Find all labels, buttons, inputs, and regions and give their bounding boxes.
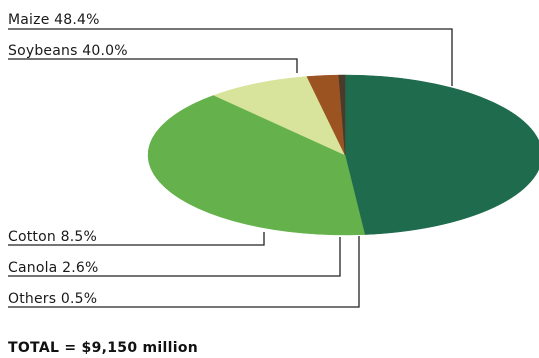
leader-line-others [8,236,360,308]
leader-line-maize [8,28,453,86]
pie-slice-maize [344,74,539,235]
pie-slice-others [338,74,346,156]
label-soybeans: Soybeans 40.0% [8,43,128,59]
pie-slice-cotton [213,76,346,156]
label-cotton: Cotton 8.5% [8,229,97,245]
leader-line-cotton [8,232,265,246]
pie-slice-soybeans [147,95,366,236]
total-label: TOTAL = $9,150 million [8,340,198,356]
leader-line-canola [8,237,341,277]
pie-slices [147,74,539,236]
label-canola: Canola 2.6% [8,260,98,276]
label-others: Others 0.5% [8,291,97,307]
leader-line-soybeans [8,58,298,73]
label-maize: Maize 48.4% [8,12,100,28]
